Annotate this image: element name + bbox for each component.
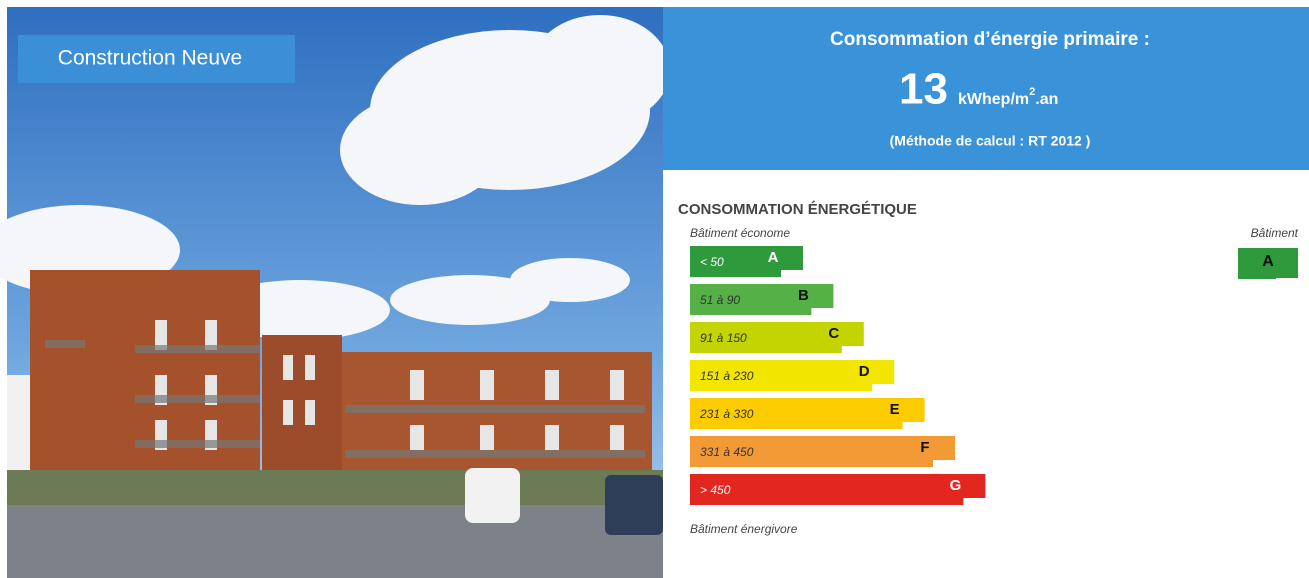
- header-value: 13: [899, 65, 948, 114]
- badge-text: Construction Neuve: [58, 47, 242, 70]
- class-range: 331 à 450: [700, 445, 754, 459]
- class-range: < 50: [700, 255, 724, 269]
- class-bar: [690, 474, 963, 505]
- bottom-note: Bâtiment énergivore: [690, 522, 798, 536]
- page-svg: Construction Neuve Consommation d’énergi…: [0, 0, 1309, 578]
- class-letter: C: [828, 325, 839, 342]
- class-range: 51 à 90: [700, 293, 740, 307]
- class-range: 151 à 230: [700, 369, 754, 383]
- class-range: 231 à 330: [699, 407, 754, 421]
- class-letter: A: [768, 249, 779, 266]
- class-range: > 450: [700, 483, 731, 497]
- page: Construction Neuve Consommation d’énergi…: [0, 0, 1309, 578]
- building-title: Bâtiment: [1251, 226, 1299, 240]
- unit-suffix: .an: [1035, 91, 1058, 108]
- header-method: (Méthode de calcul : RT 2012 ): [890, 133, 1091, 149]
- energy-scale: < 50 A 51 à 90 B 91 à 150 C 151 à 230 D 231 à 33…: [690, 246, 1298, 505]
- class-letter: D: [859, 363, 870, 380]
- header-title: Consommation d’énergie primaire :: [830, 29, 1150, 50]
- building-letter: A: [1262, 253, 1274, 270]
- top-note: Bâtiment économe: [690, 226, 790, 240]
- unit: kWhep/m: [958, 91, 1029, 108]
- class-letter: B: [798, 287, 809, 304]
- class-letter: F: [920, 439, 929, 456]
- class-range: 91 à 150: [700, 331, 747, 345]
- class-letter: E: [890, 401, 900, 418]
- class-letter: G: [950, 477, 962, 494]
- photo: [0, 7, 670, 578]
- label-title: CONSOMMATION ÉNERGÉTIQUE: [678, 201, 917, 218]
